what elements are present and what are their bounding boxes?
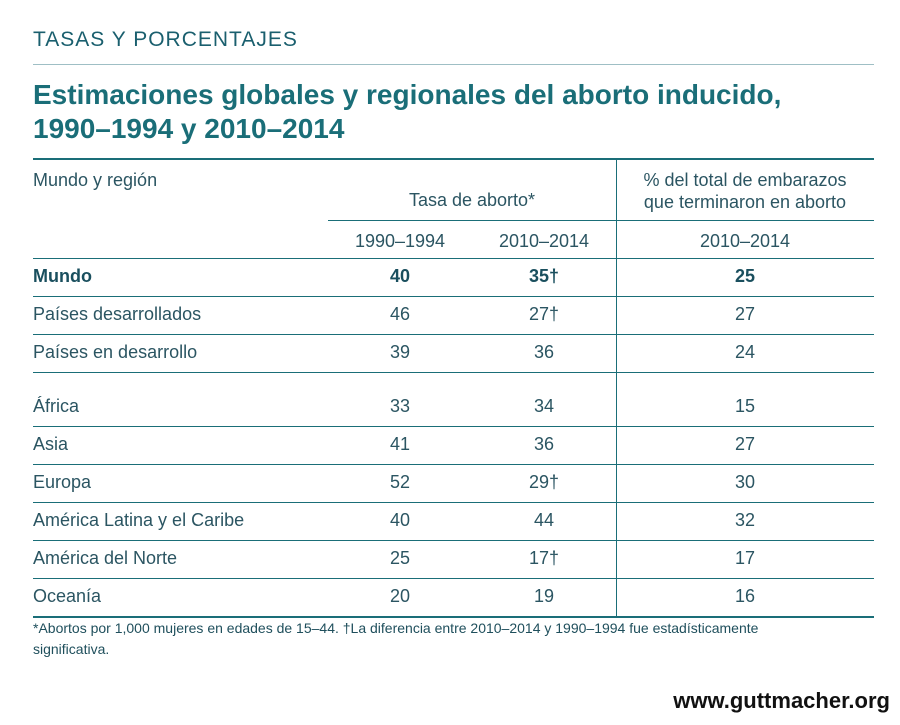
- table-body: Mundo 40 35† 25 Países desarrollados 46 27† 27 P…: [33, 259, 874, 618]
- row-rate-2010: 35†: [528, 266, 560, 286]
- column-header-rate-2010: 2010–2014: [498, 231, 590, 251]
- column-header-percent-2010: 2010–2014: [699, 231, 791, 251]
- row-region-name: Oceanía: [33, 586, 102, 606]
- table-row: Oceanía 20 19 16: [33, 579, 874, 618]
- row-rate-2010: 27†: [528, 304, 560, 324]
- data-table: Mundo y región Tasa de aborto* % del tot…: [33, 158, 874, 618]
- table-row: Mundo 40 35† 25: [33, 259, 874, 297]
- percent-header-line-2: que terminaron en aborto: [643, 192, 847, 212]
- row-region-name: Mundo: [33, 266, 92, 286]
- row-region-name: Asia: [33, 434, 69, 454]
- table-row: Europa 52 29† 30: [33, 465, 874, 503]
- row-region-name: África: [33, 396, 80, 416]
- column-group-header-rate: Tasa de aborto*: [408, 190, 536, 210]
- row-rate-1990: 40: [389, 266, 411, 286]
- percent-group-divider: [616, 220, 874, 221]
- table-row: América Latina y el Caribe 40 44 32: [33, 503, 874, 541]
- row-percent-2010: 17: [734, 548, 756, 568]
- column-divider: [616, 160, 617, 618]
- column-header-region: Mundo y región: [33, 170, 158, 190]
- row-rate-2010: 19: [533, 586, 555, 606]
- row-rate-1990: 33: [389, 396, 411, 416]
- table-row: Países en desarrollo 39 36 24: [33, 335, 874, 373]
- row-rate-2010: 29†: [528, 472, 560, 492]
- row-rate-1990: 52: [389, 472, 411, 492]
- footnote: *Abortos por 1,000 mujeres en edades de …: [33, 620, 759, 657]
- row-rate-1990: 20: [389, 586, 411, 606]
- row-percent-2010: 25: [734, 266, 756, 286]
- row-rate-1990: 25: [389, 548, 411, 568]
- table-row: Asia 41 36 27: [33, 427, 874, 465]
- source-url: www.guttmacher.org: [673, 688, 890, 713]
- row-percent-2010: 16: [734, 586, 756, 606]
- section-kicker: TASAS Y PORCENTAJES: [33, 28, 298, 51]
- column-header-rate-1990: 1990–1994: [354, 231, 446, 251]
- row-percent-2010: 30: [734, 472, 756, 492]
- row-rate-1990: 39: [389, 342, 411, 362]
- row-rate-1990: 40: [389, 510, 411, 530]
- table-row: América del Norte 25 17† 17: [33, 541, 874, 579]
- percent-header-line-1: % del total de embarazos: [643, 170, 847, 190]
- row-percent-2010: 24: [734, 342, 756, 362]
- table-row: África 33 34 15: [33, 373, 874, 427]
- row-rate-2010: 17†: [528, 548, 560, 568]
- row-rate-2010: 34: [533, 396, 555, 416]
- row-rate-2010: 36: [533, 434, 555, 454]
- row-percent-2010: 15: [734, 396, 756, 416]
- row-rate-2010: 44: [533, 510, 555, 530]
- row-percent-2010: 32: [734, 510, 756, 530]
- row-rate-2010: 36: [533, 342, 555, 362]
- row-region-name: Europa: [33, 472, 92, 492]
- row-percent-2010: 27: [734, 434, 756, 454]
- row-region-name: Países en desarrollo: [33, 342, 198, 362]
- row-region-name: América Latina y el Caribe: [33, 510, 245, 530]
- title-line-2: 1990–1994 y 2010–2014: [33, 113, 345, 144]
- table-header: Mundo y región Tasa de aborto* % del tot…: [33, 160, 874, 259]
- top-divider: [33, 64, 874, 65]
- row-percent-2010: 27: [734, 304, 756, 324]
- column-group-header-percent: % del total de embarazos que terminaron …: [616, 169, 874, 213]
- row-region-name: América del Norte: [33, 548, 178, 568]
- table-row: Países desarrollados 46 27† 27: [33, 297, 874, 335]
- row-rate-1990: 46: [389, 304, 411, 324]
- page-title: Estimaciones globales y regionales del a…: [33, 78, 878, 146]
- row-region-name: Países desarrollados: [33, 304, 202, 324]
- rate-group-divider: [328, 220, 616, 221]
- row-rate-1990: 41: [389, 434, 411, 454]
- title-line-1: Estimaciones globales y regionales del a…: [33, 79, 782, 110]
